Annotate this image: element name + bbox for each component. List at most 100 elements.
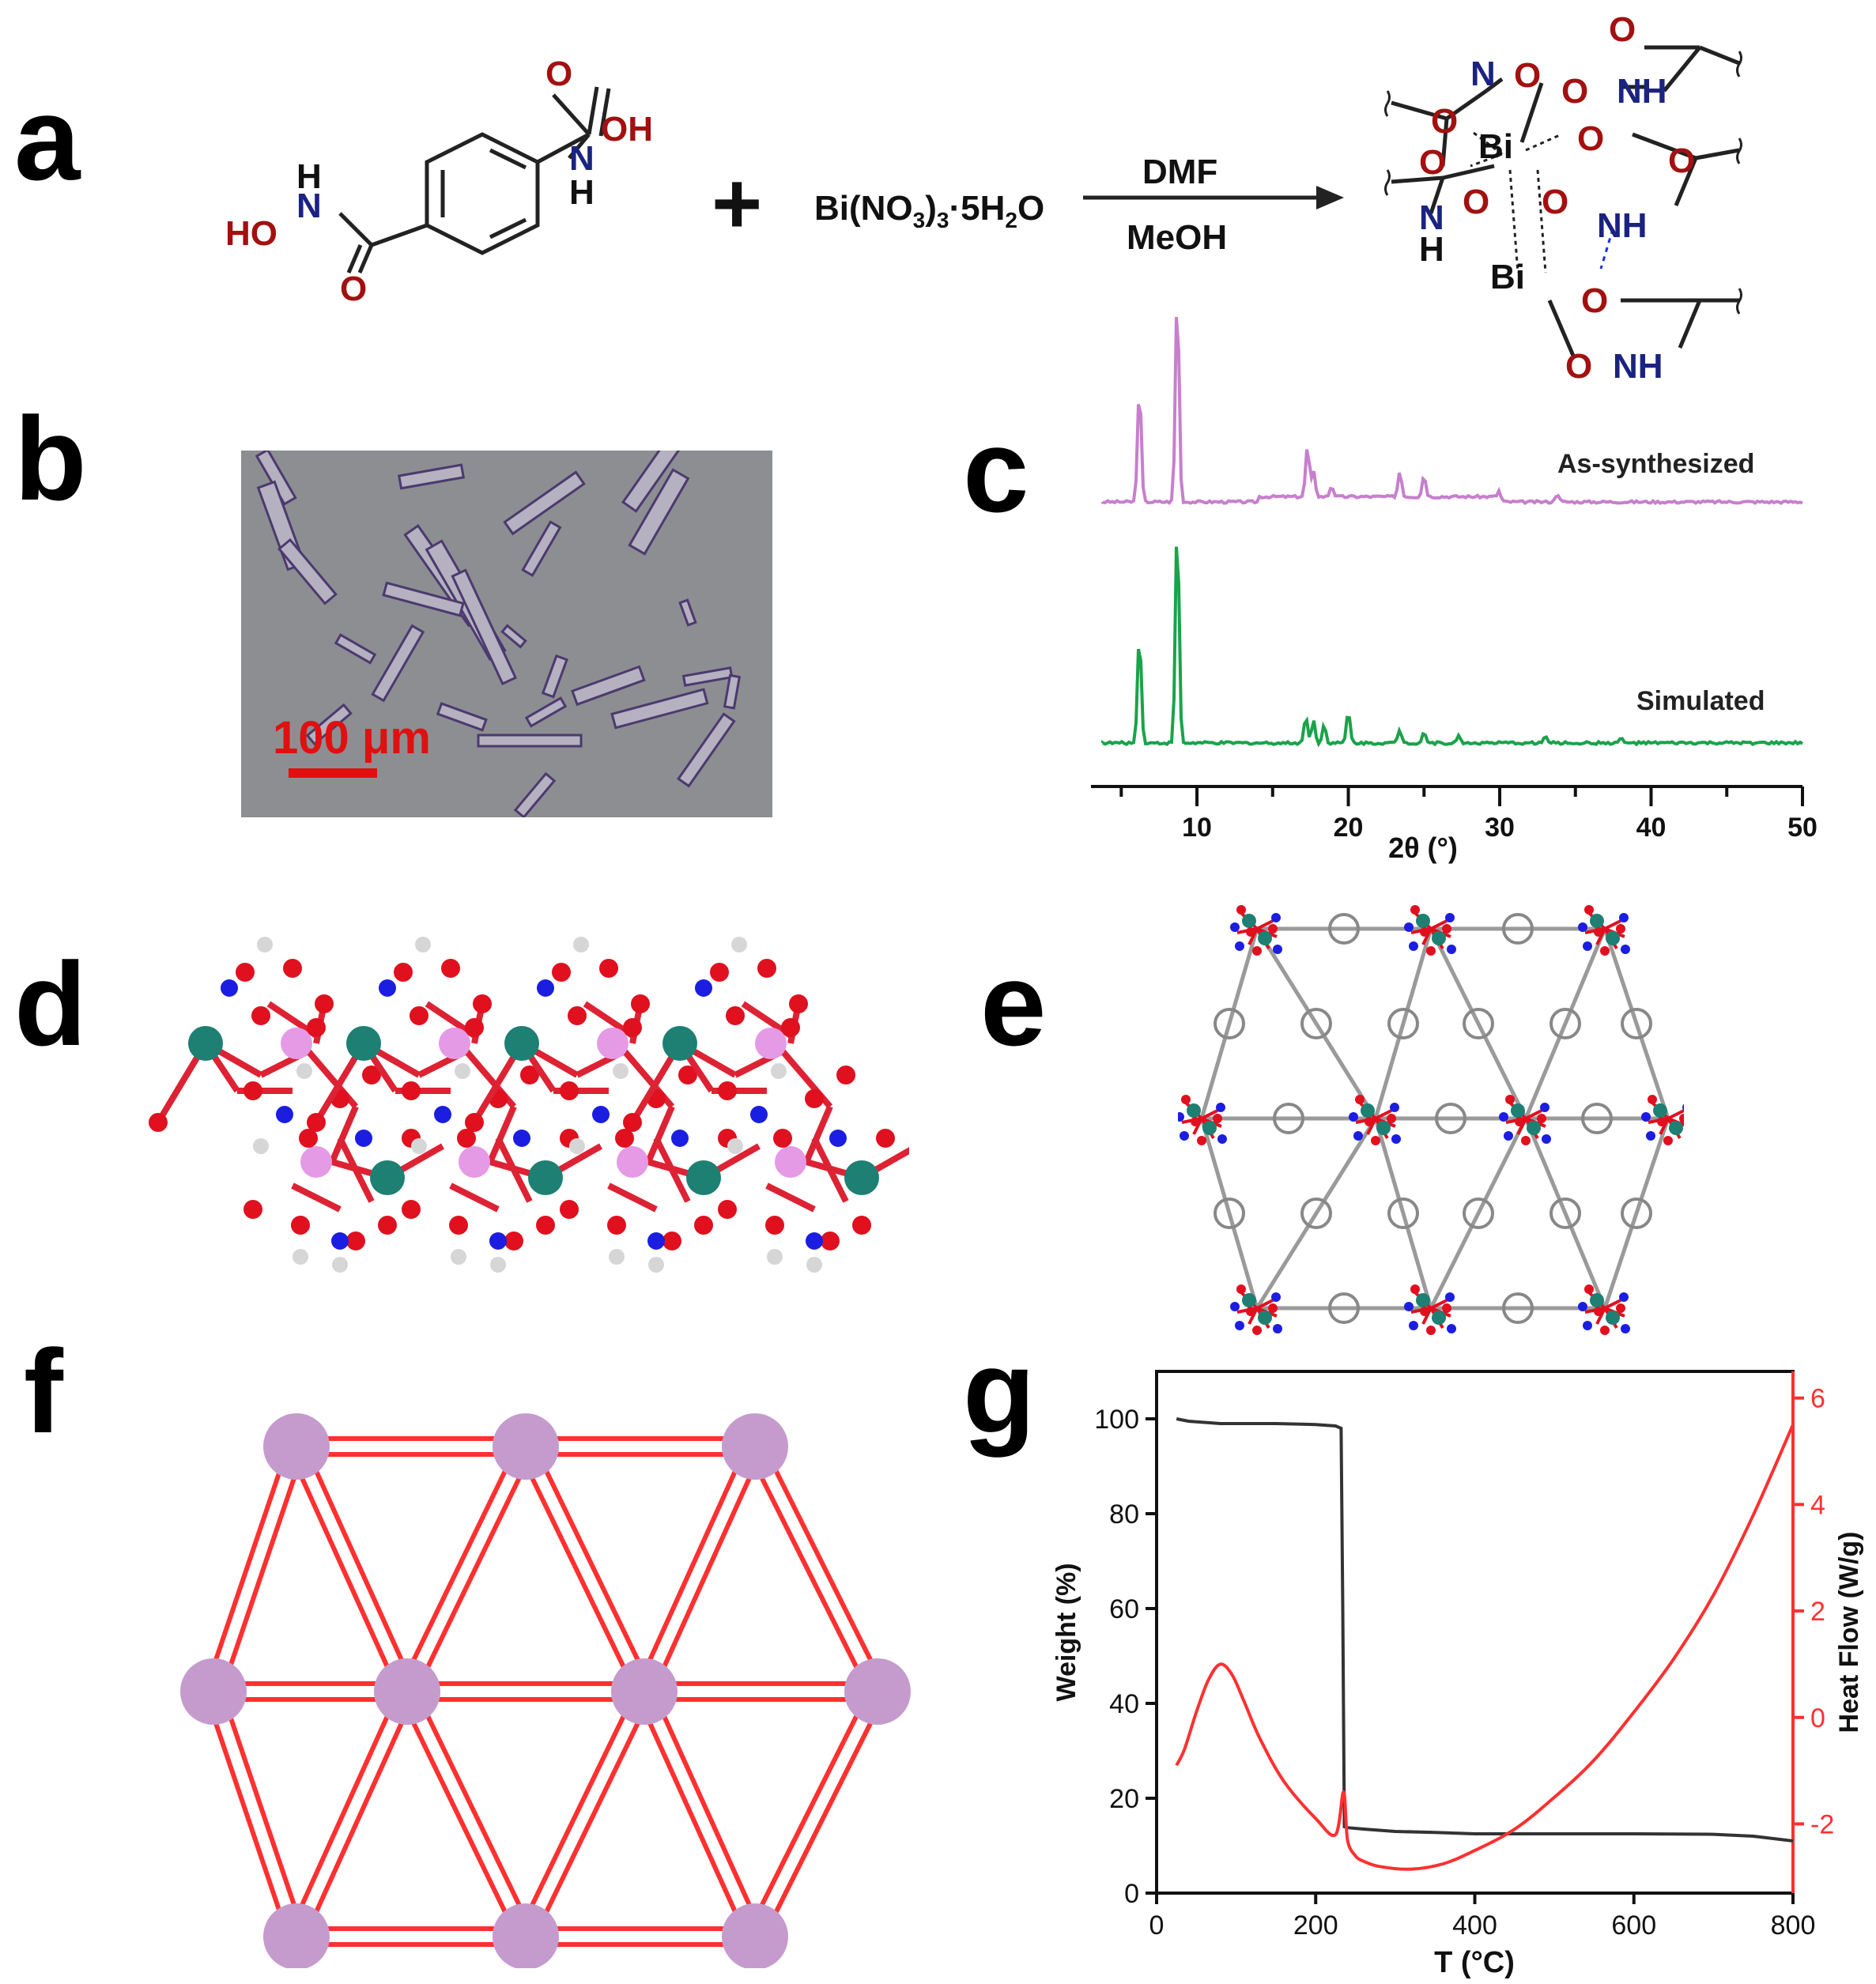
topology-link bbox=[398, 1694, 521, 1941]
chain-atom-o bbox=[402, 1081, 421, 1100]
chain-atom-n bbox=[276, 1106, 293, 1123]
panel-letter-e: e bbox=[980, 937, 1047, 1070]
chain-atom-o bbox=[876, 1129, 895, 1148]
amide-h-left: H bbox=[296, 157, 322, 196]
chain-atom-o bbox=[757, 959, 776, 978]
chain-atom-o bbox=[678, 1066, 697, 1084]
chain-atom-n bbox=[671, 1130, 689, 1147]
product-o-7: O bbox=[1668, 141, 1695, 180]
framework-benzene bbox=[1214, 1008, 1245, 1039]
framework-linker bbox=[1255, 927, 1378, 1120]
topology-link bbox=[287, 1448, 402, 1696]
framework-atom-n bbox=[1273, 1324, 1282, 1333]
topology-node bbox=[722, 1413, 788, 1480]
product-n-1: N bbox=[1470, 55, 1496, 93]
chain-atom-o bbox=[299, 1129, 318, 1148]
product-o-2: O bbox=[1431, 102, 1458, 141]
topology-link bbox=[287, 1687, 402, 1935]
framework-atom-o bbox=[1648, 1095, 1657, 1104]
chain-atom-bi bbox=[281, 1028, 312, 1059]
chain-atom-o bbox=[789, 994, 808, 1013]
framework-atom-o bbox=[1252, 946, 1262, 956]
chain-atom-h bbox=[613, 1063, 628, 1079]
chain-atom-o bbox=[662, 1232, 681, 1250]
chain-atom-o bbox=[568, 1006, 587, 1025]
chain-atom-o bbox=[726, 1006, 745, 1025]
framework-linker bbox=[1602, 1118, 1670, 1309]
chain-atom-o bbox=[607, 1216, 626, 1235]
framework-atom-bi bbox=[1527, 1121, 1541, 1135]
reaction-scheme: O N OH H H N HO O + Bi(NO3)3·5H2O DMF Me… bbox=[225, 10, 1742, 379]
framework-benzene bbox=[1300, 1198, 1332, 1229]
tga-y-tick-label: 60 bbox=[1109, 1594, 1139, 1624]
chain-atom-h bbox=[253, 1138, 269, 1154]
framework-atom-bi bbox=[1258, 931, 1272, 945]
framework-atom-bi bbox=[1590, 914, 1604, 928]
topology-link bbox=[301, 1442, 417, 1690]
framework-atom-n bbox=[1391, 1134, 1401, 1144]
heat-flow-curve bbox=[1175, 1424, 1795, 1871]
topology-link bbox=[635, 1693, 750, 1941]
chain-atom-n bbox=[513, 1130, 530, 1147]
framework-atom-bi bbox=[1416, 1293, 1430, 1307]
framework-atom-bi bbox=[1202, 1121, 1217, 1135]
framework-atom-n bbox=[1445, 913, 1455, 922]
pxrd-tick-label: 30 bbox=[1485, 813, 1515, 843]
framework-atom-n bbox=[1504, 1131, 1513, 1141]
chain-atom-h bbox=[411, 1138, 427, 1154]
tga-y-tick-label: 0 bbox=[1124, 1879, 1139, 1909]
chain-atom-bi bbox=[528, 1160, 563, 1195]
framework-atom-o bbox=[1600, 1326, 1610, 1335]
framework-atom-n bbox=[1178, 1112, 1184, 1122]
chain-atom-n bbox=[829, 1130, 847, 1147]
framework-atom-bi bbox=[1187, 1103, 1201, 1118]
tga-y2-tick-label: 0 bbox=[1810, 1703, 1825, 1733]
framework-benzene bbox=[1549, 1008, 1581, 1039]
product-h: H bbox=[1419, 230, 1444, 269]
framework-linker bbox=[1373, 1118, 1433, 1309]
panel-letter-c: c bbox=[963, 404, 1029, 537]
chain-atom-o bbox=[718, 1200, 737, 1219]
framework-atom-n bbox=[1646, 1131, 1655, 1141]
chain-atom-n bbox=[355, 1130, 372, 1147]
chain-atom-n bbox=[750, 1106, 768, 1123]
chain-bond bbox=[291, 1182, 342, 1213]
framework-bond bbox=[1659, 1118, 1670, 1135]
framework-atom-o bbox=[1584, 905, 1594, 915]
chain-atom-h bbox=[490, 1257, 506, 1273]
chain-atom-bi bbox=[459, 1146, 490, 1178]
framework-atom-n bbox=[1619, 1292, 1629, 1302]
framework-atom-bi bbox=[1361, 1103, 1375, 1118]
chain-atom-o bbox=[560, 1200, 579, 1219]
topology-link bbox=[203, 1443, 292, 1690]
framework-atom-o bbox=[1616, 924, 1625, 934]
pxrd-series-as-synthesized bbox=[1101, 316, 1803, 506]
framework-bond bbox=[1248, 928, 1259, 945]
product-o-8: O bbox=[1463, 183, 1489, 221]
product-o-1: O bbox=[1514, 56, 1541, 95]
framework-atom-o bbox=[1426, 946, 1436, 956]
framework-atom-n bbox=[1271, 1292, 1281, 1302]
framework-atom-n bbox=[1404, 922, 1414, 932]
framework-bond bbox=[1256, 919, 1274, 930]
framework-atom-bi bbox=[1590, 1293, 1604, 1307]
framework-benzene bbox=[1273, 1103, 1304, 1134]
topology-network bbox=[180, 1413, 911, 1968]
framework-atom-o bbox=[1594, 927, 1603, 937]
plus-sign: + bbox=[712, 155, 762, 252]
hydroxyl-left: HO bbox=[225, 214, 277, 253]
framework-atom-n bbox=[1445, 1292, 1455, 1302]
chain-atom-o bbox=[631, 994, 650, 1013]
framework-atom-n bbox=[1621, 945, 1630, 954]
amide-h-right: H bbox=[569, 173, 595, 212]
framework-atom-o bbox=[1268, 924, 1278, 934]
framework-bond bbox=[1375, 1109, 1392, 1120]
framework-atom-o bbox=[1663, 1136, 1673, 1145]
framework-benzene bbox=[1502, 913, 1534, 945]
chain-atom-o bbox=[283, 959, 302, 978]
topology-link bbox=[218, 1688, 307, 1935]
chain-atom-o bbox=[291, 1216, 310, 1235]
chain-atom-h bbox=[573, 937, 589, 952]
amide-n-left: N bbox=[296, 187, 322, 225]
chain-atom-bi bbox=[775, 1146, 806, 1178]
